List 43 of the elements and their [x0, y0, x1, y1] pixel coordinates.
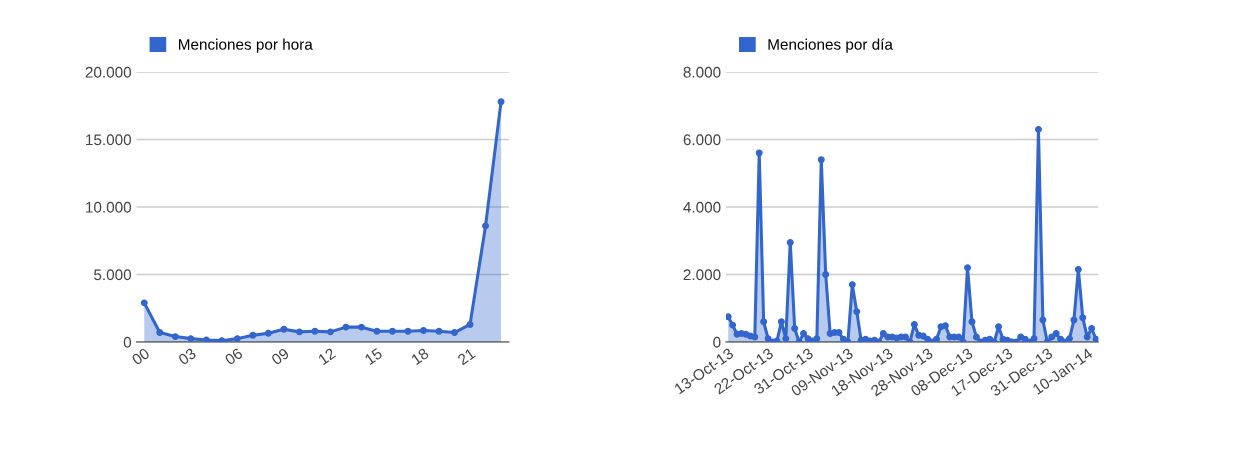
y-tick-label: 8.000: [683, 66, 721, 78]
y-tick-label: 5.000: [94, 269, 132, 281]
y-tick-label: 0: [713, 336, 721, 348]
point: [171, 333, 179, 341]
point: [295, 328, 303, 336]
y-tick-label: 0: [123, 336, 132, 348]
x-tick-label: 06: [224, 347, 244, 366]
point: [249, 331, 257, 339]
point: [373, 327, 381, 335]
point: [357, 323, 365, 331]
point: [264, 329, 272, 337]
point: [156, 329, 164, 337]
point: [311, 327, 319, 335]
y-tick-label: 2.000: [683, 269, 721, 281]
point: [466, 320, 474, 328]
y-tick-label: 4.000: [683, 201, 721, 213]
x-tick-label: 12: [317, 347, 337, 366]
point: [435, 327, 443, 335]
y-tick-label: 15.000: [86, 134, 132, 146]
point: [497, 98, 505, 106]
x-tick-label: 18: [410, 347, 430, 366]
point: [140, 299, 148, 307]
point: [342, 323, 350, 331]
x-tick-label: 03: [177, 347, 197, 366]
legend-label: Menciones por día: [768, 38, 893, 53]
point: [404, 327, 412, 335]
legend-label: Menciones por hora: [179, 38, 313, 53]
y-tick-label: 6.000: [683, 134, 721, 146]
point: [326, 328, 334, 336]
point: [420, 327, 427, 334]
x-tick-label: 15: [364, 347, 383, 366]
point: [233, 335, 241, 342]
point: [202, 336, 210, 342]
point: [451, 329, 458, 337]
y-tick-label: 20.000: [85, 66, 132, 78]
y-tick-label: 10.000: [86, 201, 132, 213]
point: [482, 222, 490, 230]
point: [388, 327, 396, 335]
x-tick-label: 21: [456, 347, 476, 366]
point: [187, 335, 195, 342]
x-tick-label: 00: [131, 347, 151, 366]
x-tick-label: 09: [270, 347, 290, 366]
point: [280, 325, 288, 333]
